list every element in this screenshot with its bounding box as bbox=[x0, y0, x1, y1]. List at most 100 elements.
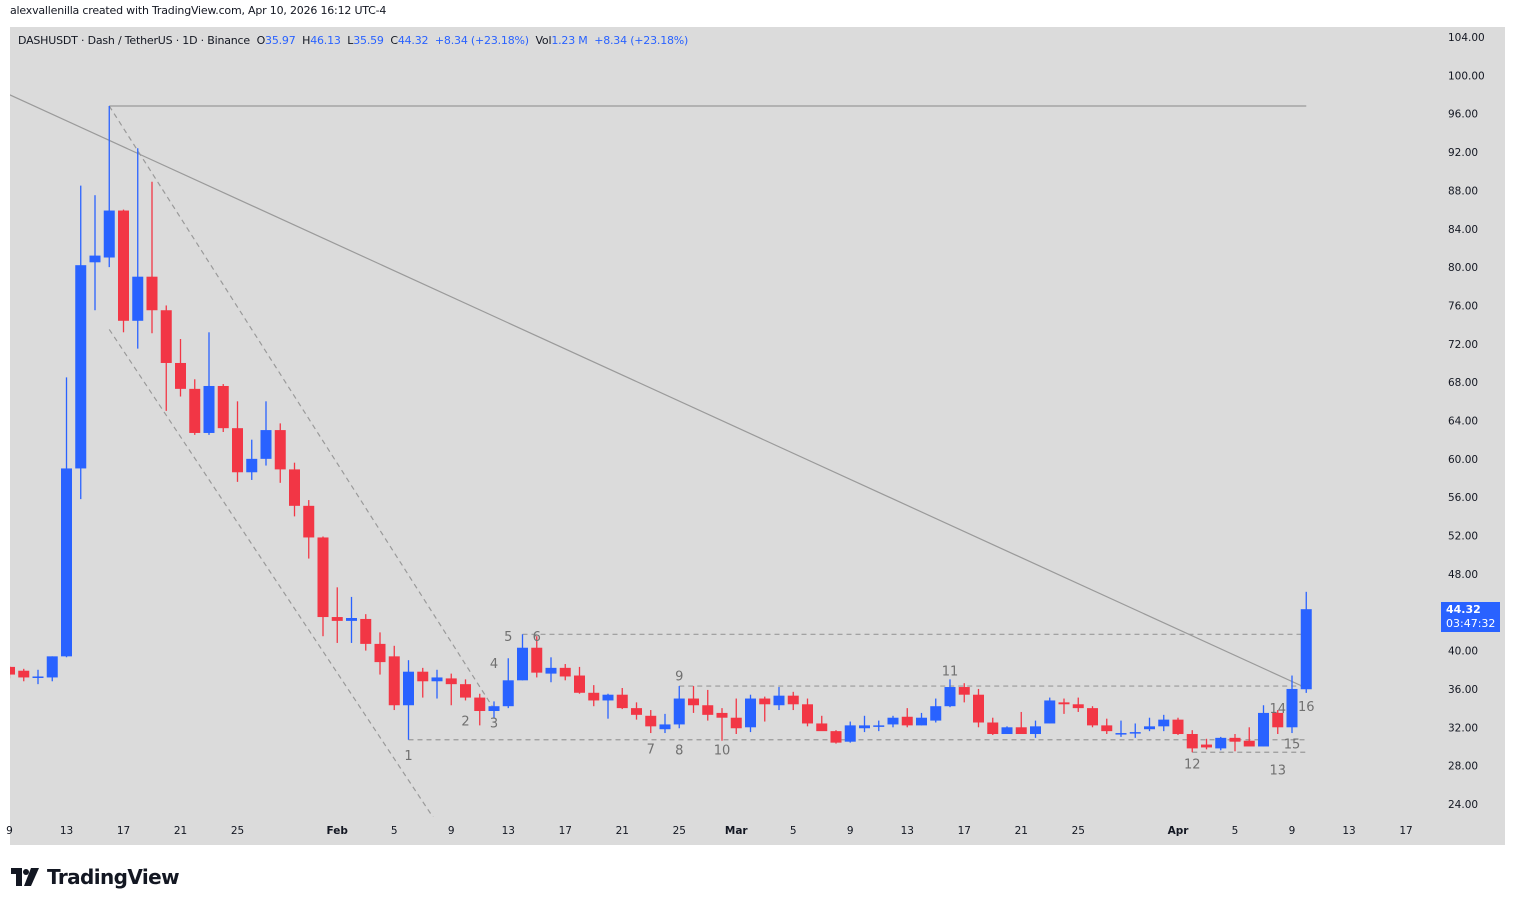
candle[interactable] bbox=[346, 596, 357, 643]
candle[interactable] bbox=[944, 679, 956, 708]
candle[interactable] bbox=[18, 668, 30, 682]
candle[interactable] bbox=[118, 209, 129, 333]
candle[interactable] bbox=[1229, 734, 1241, 752]
candle[interactable] bbox=[1129, 723, 1141, 738]
candle[interactable] bbox=[1272, 710, 1284, 735]
candle[interactable] bbox=[417, 667, 429, 698]
candle[interactable] bbox=[745, 694, 756, 733]
candle[interactable] bbox=[4, 665, 15, 679]
candle[interactable] bbox=[317, 536, 329, 637]
candle[interactable] bbox=[289, 462, 300, 517]
candle[interactable] bbox=[1258, 705, 1269, 747]
candle[interactable] bbox=[787, 691, 799, 711]
candle[interactable] bbox=[360, 614, 372, 651]
price-axis-label: 60.00 bbox=[1448, 454, 1478, 466]
candle[interactable] bbox=[303, 500, 315, 559]
candle[interactable] bbox=[502, 658, 514, 709]
candle[interactable] bbox=[103, 106, 115, 268]
candle[interactable] bbox=[916, 712, 927, 726]
candle[interactable] bbox=[474, 693, 486, 726]
channel-line[interactable] bbox=[108, 105, 495, 710]
candle[interactable] bbox=[659, 713, 671, 734]
candle[interactable] bbox=[616, 687, 628, 710]
candle[interactable] bbox=[574, 666, 585, 694]
candle[interactable] bbox=[602, 693, 614, 719]
candle[interactable] bbox=[46, 656, 58, 682]
candle[interactable] bbox=[445, 673, 457, 706]
channel-line[interactable] bbox=[108, 329, 437, 823]
candle[interactable] bbox=[873, 720, 885, 732]
candle[interactable] bbox=[1115, 720, 1127, 737]
candle[interactable] bbox=[631, 702, 642, 720]
candle[interactable] bbox=[887, 715, 899, 728]
candle[interactable] bbox=[1001, 726, 1013, 735]
trendline[interactable] bbox=[0, 69, 1307, 689]
candle[interactable] bbox=[203, 332, 215, 435]
candle[interactable] bbox=[89, 195, 101, 311]
candle[interactable] bbox=[645, 710, 657, 734]
candle[interactable] bbox=[488, 701, 500, 718]
candle[interactable] bbox=[374, 632, 386, 675]
candle[interactable] bbox=[403, 660, 414, 740]
candle[interactable] bbox=[1030, 720, 1041, 738]
candle[interactable] bbox=[531, 636, 543, 678]
candle[interactable] bbox=[730, 698, 742, 735]
candle[interactable] bbox=[973, 688, 984, 728]
candle[interactable] bbox=[1286, 675, 1298, 734]
candle[interactable] bbox=[901, 708, 913, 728]
candle[interactable] bbox=[958, 683, 970, 703]
candle[interactable] bbox=[1201, 738, 1212, 750]
candle[interactable] bbox=[189, 379, 201, 435]
candle[interactable] bbox=[274, 423, 286, 483]
candle[interactable] bbox=[160, 305, 172, 411]
candle[interactable] bbox=[260, 401, 272, 466]
candle[interactable] bbox=[1144, 717, 1155, 732]
candle[interactable] bbox=[773, 687, 785, 711]
candle[interactable] bbox=[545, 657, 557, 683]
candle[interactable] bbox=[830, 730, 842, 744]
chart-panel[interactable] bbox=[10, 27, 1505, 845]
candle[interactable] bbox=[930, 698, 942, 723]
candle[interactable] bbox=[673, 686, 685, 729]
candle[interactable] bbox=[688, 686, 699, 713]
candle[interactable] bbox=[716, 708, 728, 741]
candle[interactable] bbox=[759, 696, 771, 722]
candle[interactable] bbox=[1072, 697, 1084, 712]
candle[interactable] bbox=[1044, 697, 1056, 724]
candle[interactable] bbox=[75, 185, 87, 500]
candle[interactable] bbox=[816, 715, 828, 732]
candle[interactable] bbox=[175, 339, 186, 397]
candle[interactable] bbox=[987, 717, 999, 735]
candle[interactable] bbox=[1186, 730, 1198, 753]
candle[interactable] bbox=[1101, 718, 1113, 735]
candle[interactable] bbox=[388, 645, 400, 711]
candle[interactable] bbox=[146, 181, 158, 334]
candle[interactable] bbox=[1058, 698, 1070, 714]
candle[interactable] bbox=[517, 634, 528, 681]
candle[interactable] bbox=[1158, 714, 1170, 732]
candle[interactable] bbox=[559, 664, 571, 681]
candle[interactable] bbox=[588, 685, 600, 707]
candle[interactable] bbox=[1172, 717, 1184, 735]
candle[interactable] bbox=[331, 587, 343, 643]
candle[interactable] bbox=[1215, 736, 1227, 751]
candle[interactable] bbox=[1087, 706, 1098, 728]
candle[interactable] bbox=[1300, 591, 1312, 693]
candle[interactable] bbox=[844, 721, 856, 743]
candle[interactable] bbox=[460, 679, 471, 701]
candle[interactable] bbox=[702, 689, 714, 721]
candle[interactable] bbox=[132, 148, 144, 349]
candle[interactable] bbox=[1015, 711, 1027, 735]
candle[interactable] bbox=[431, 669, 443, 699]
candle[interactable] bbox=[859, 715, 870, 733]
candle[interactable] bbox=[232, 401, 243, 482]
candle[interactable] bbox=[32, 669, 44, 685]
candle[interactable] bbox=[1243, 727, 1255, 747]
candle[interactable] bbox=[217, 384, 229, 433]
candle[interactable] bbox=[246, 439, 258, 480]
tradingview-logo[interactable]: TradingView bbox=[11, 865, 180, 889]
candle[interactable] bbox=[61, 377, 72, 658]
candle[interactable] bbox=[802, 698, 813, 727]
